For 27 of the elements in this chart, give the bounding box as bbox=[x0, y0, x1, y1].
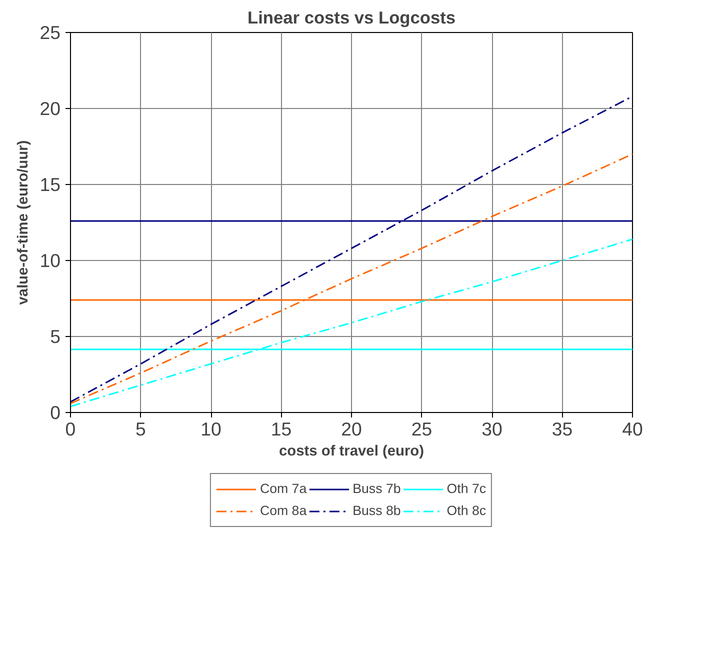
y-tick-label: 15 bbox=[40, 174, 61, 195]
x-tick-label: 40 bbox=[622, 418, 643, 440]
x-tick-label: 10 bbox=[200, 418, 222, 440]
legend-label: Oth 7c bbox=[446, 481, 486, 496]
legend-label: Com 8a bbox=[260, 503, 307, 518]
legend-label: Buss 8b bbox=[352, 503, 401, 518]
x-tick-label: 5 bbox=[136, 418, 146, 440]
y-tick-label: 20 bbox=[40, 98, 61, 119]
x-tick-label: 30 bbox=[482, 418, 502, 440]
legend-label: Com 7a bbox=[260, 481, 307, 496]
y-tick-label: 0 bbox=[50, 402, 61, 423]
line-series bbox=[70, 153, 632, 404]
x-tick-label: 25 bbox=[411, 418, 432, 440]
y-tick-label: 25 bbox=[40, 22, 61, 43]
line-series bbox=[70, 96, 632, 403]
y-axis-title: value-of-time (euro/uur) bbox=[16, 140, 32, 305]
x-tick-label: 20 bbox=[341, 418, 362, 440]
y-tick-label: 5 bbox=[50, 326, 61, 347]
y-tick-label: 10 bbox=[40, 250, 61, 271]
chart-title: Linear costs vs Logcosts bbox=[247, 8, 456, 28]
x-tick-label: 0 bbox=[65, 418, 76, 440]
x-tick-label: 35 bbox=[552, 418, 573, 440]
x-axis-title: costs of travel (euro) bbox=[279, 444, 424, 460]
x-tick-label: 15 bbox=[270, 418, 292, 440]
legend-label: Oth 8c bbox=[446, 503, 486, 518]
legend-label: Buss 7b bbox=[352, 481, 401, 496]
line-series bbox=[70, 238, 632, 408]
